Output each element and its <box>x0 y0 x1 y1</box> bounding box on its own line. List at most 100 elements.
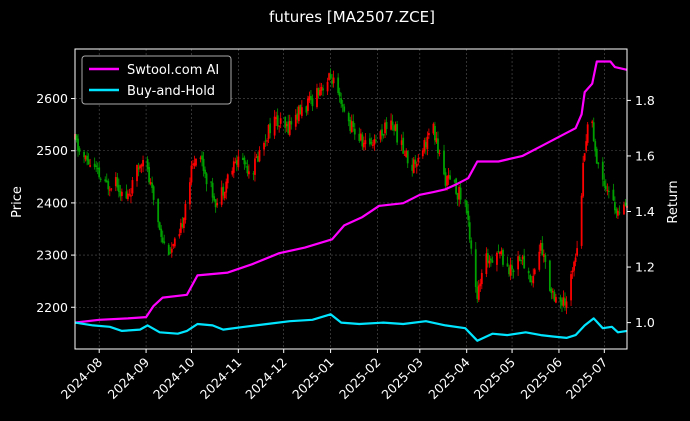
candle-body <box>606 189 609 191</box>
candle-body <box>104 179 107 182</box>
candle-body <box>615 209 618 214</box>
candle-body <box>521 256 524 260</box>
candle-body <box>341 104 344 107</box>
candle-body <box>361 134 364 147</box>
candle-body <box>331 80 333 84</box>
candle-body <box>244 162 247 164</box>
candle-body <box>276 115 279 127</box>
candle-body <box>555 297 557 303</box>
candle-body <box>117 184 120 192</box>
candle-body <box>252 173 255 175</box>
candle-body <box>551 291 554 293</box>
candle-body <box>169 252 172 254</box>
candle-body <box>296 113 299 120</box>
candle-body <box>347 112 350 122</box>
candle-body <box>373 139 376 145</box>
candle-body <box>497 251 500 253</box>
candle-body <box>476 286 479 299</box>
candle-body <box>84 155 87 160</box>
candle-body <box>624 202 627 206</box>
left-axis-label: Price <box>10 186 25 218</box>
candle-body <box>107 181 110 190</box>
candle-body <box>139 165 141 169</box>
candle-body <box>96 168 99 170</box>
candle-body <box>548 260 551 291</box>
candle-body <box>204 169 206 174</box>
candle-body <box>604 185 607 190</box>
candle-body <box>243 157 246 165</box>
legend-label-bh: Buy-and-Hold <box>127 84 215 99</box>
candle-body <box>491 260 494 263</box>
candle-body <box>226 174 229 184</box>
candle-body <box>179 222 182 233</box>
candle-body <box>306 98 309 111</box>
candle-body <box>459 187 462 200</box>
candle-body <box>517 256 520 270</box>
candle-body <box>110 188 113 190</box>
candle-body <box>195 158 197 166</box>
candle-body <box>449 175 451 180</box>
candle-body <box>496 252 498 265</box>
candle-body <box>190 165 193 183</box>
candle-body <box>116 177 119 188</box>
candle-body <box>220 187 223 205</box>
candle-body <box>544 254 547 262</box>
candle-body <box>320 86 323 91</box>
candle-body <box>170 248 173 253</box>
candle-body <box>234 162 237 164</box>
candle-body <box>372 144 374 146</box>
candle-body <box>565 301 568 308</box>
candle-body <box>114 177 117 187</box>
candle-body <box>181 223 184 228</box>
candle-body <box>105 180 108 183</box>
candle-body <box>246 166 249 174</box>
candle-body <box>489 258 492 261</box>
left-tick-label: 2500 <box>36 143 68 158</box>
candle-body <box>137 167 140 170</box>
candle-body <box>305 106 308 113</box>
candle-body <box>474 249 477 288</box>
candle-body <box>456 193 459 200</box>
candle-body <box>561 299 563 306</box>
candle-body <box>184 203 187 220</box>
right-tick-label: 1.8 <box>635 93 655 108</box>
candle-body <box>263 142 265 150</box>
candle-body <box>140 164 143 167</box>
candle-body <box>444 172 447 186</box>
candle-body <box>426 136 429 150</box>
candle-body <box>146 159 149 170</box>
candle-body <box>273 116 276 136</box>
candle-body <box>264 140 267 142</box>
candle-body <box>379 131 382 140</box>
candle-body <box>285 124 288 127</box>
candle-body <box>617 210 619 216</box>
candle-body <box>532 275 535 284</box>
candle-body <box>248 171 250 175</box>
candle-body <box>279 118 282 124</box>
candle-body <box>349 119 352 131</box>
candle-body <box>288 121 291 136</box>
candle-body <box>511 265 513 270</box>
candle-body <box>167 244 170 255</box>
candle-body <box>594 141 597 152</box>
candle-body <box>278 125 281 127</box>
candle-body <box>559 297 562 302</box>
candle-body <box>538 251 541 270</box>
candle-body <box>241 157 244 161</box>
candle-body <box>394 124 397 131</box>
candle-body <box>583 153 586 161</box>
candle-body <box>396 124 399 143</box>
candle-body <box>601 161 604 180</box>
candle-body <box>486 253 489 263</box>
candle-body <box>465 200 468 214</box>
candle-body <box>464 200 467 202</box>
candle-body <box>358 133 361 141</box>
candle-body <box>585 141 588 151</box>
candle-body <box>527 270 530 274</box>
candle-body <box>530 280 533 282</box>
candle-body <box>160 228 163 237</box>
candle-body <box>211 182 214 198</box>
candle-body <box>136 164 138 182</box>
candle-body <box>182 217 185 228</box>
